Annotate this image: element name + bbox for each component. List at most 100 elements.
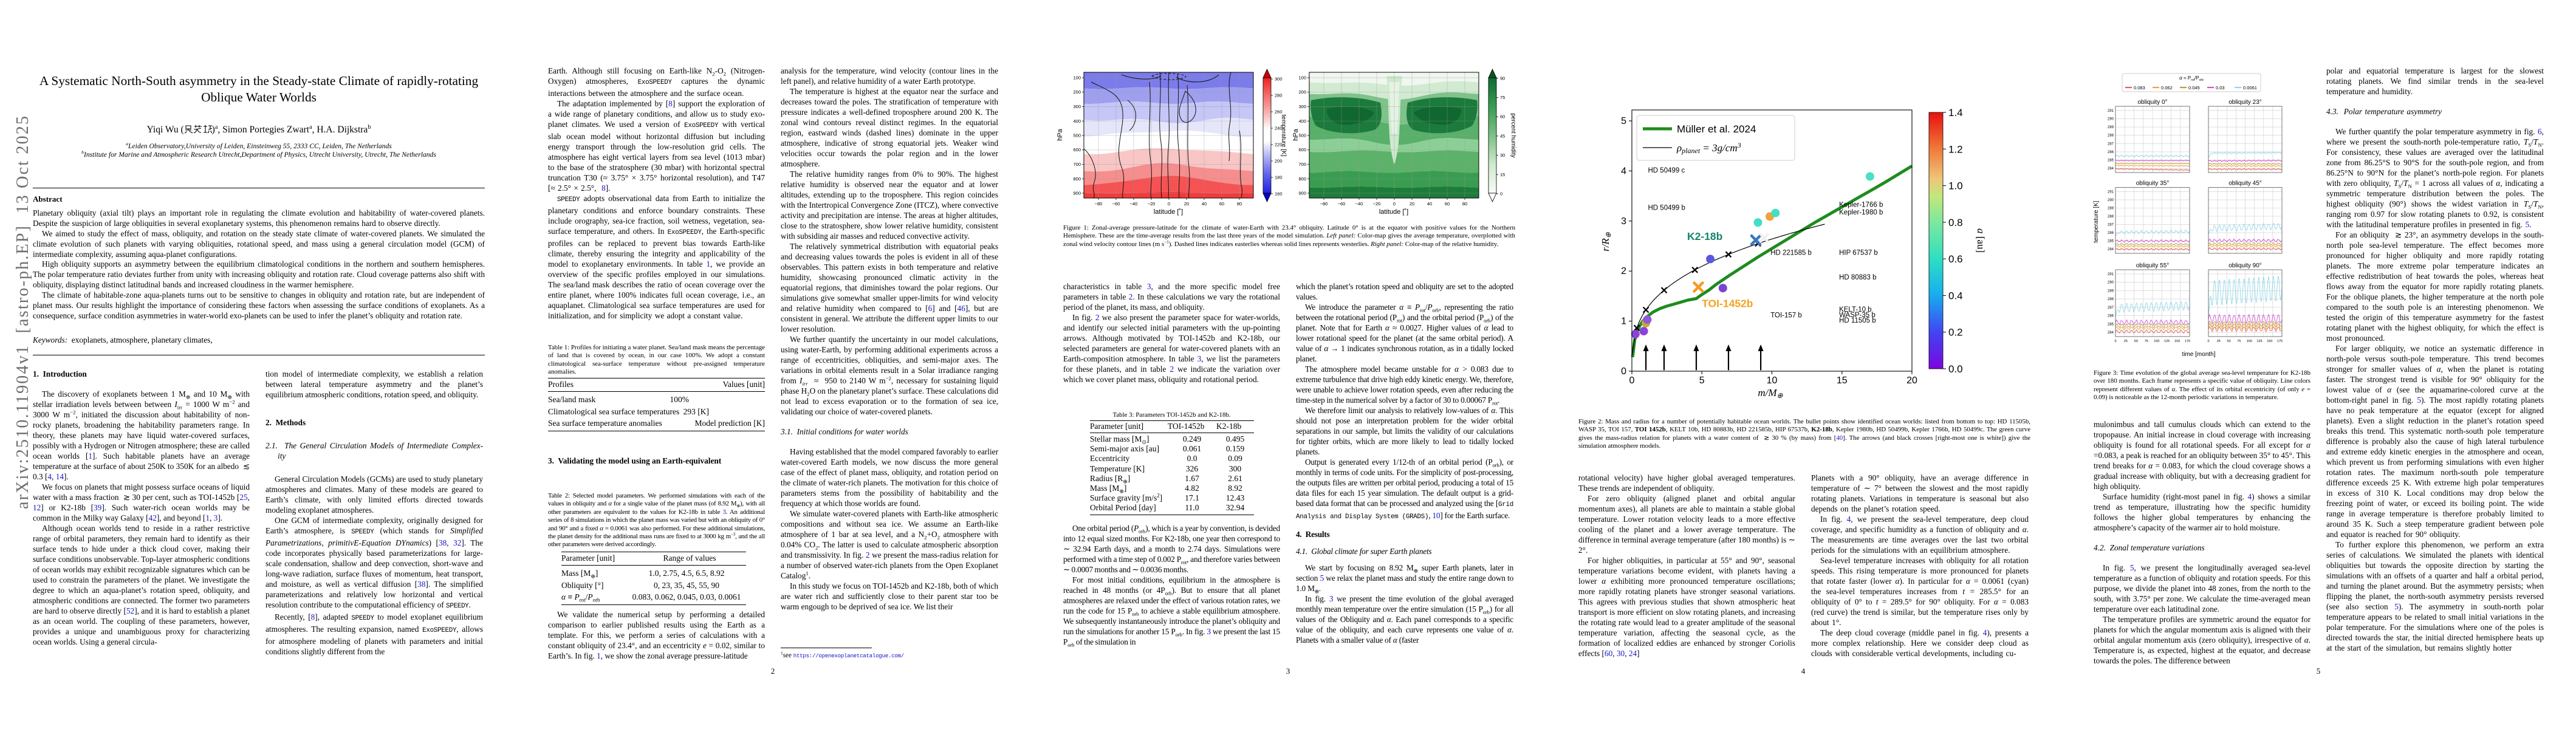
svg-text:40: 40: [1427, 201, 1432, 207]
svg-text:286: 286: [2108, 231, 2114, 235]
svg-text:obliquity 55°: obliquity 55°: [2136, 262, 2170, 269]
svg-text:288: 288: [2108, 134, 2114, 138]
svg-text:HD 221585 b: HD 221585 b: [1770, 250, 1812, 257]
svg-text:289: 289: [2108, 289, 2114, 293]
svg-text:285: 285: [2108, 240, 2114, 244]
svg-text:obliquity 35°: obliquity 35°: [2136, 180, 2170, 187]
svg-text:1.4: 1.4: [1948, 107, 1963, 118]
svg-text:0.062: 0.062: [2161, 85, 2173, 91]
svg-text:260: 260: [1275, 109, 1283, 115]
svg-text:obliquity 23°: obliquity 23°: [2228, 99, 2262, 106]
svg-text:285: 285: [2108, 323, 2114, 326]
svg-text:HD 50499 b: HD 50499 b: [1648, 205, 1685, 212]
svg-text:280: 280: [1275, 93, 1283, 98]
svg-text:WASP-35 b: WASP-35 b: [1839, 312, 1875, 319]
svg-text:900: 900: [1298, 191, 1306, 196]
svg-text:0: 0: [1168, 201, 1170, 207]
svg-text:20: 20: [1906, 375, 1917, 386]
svg-text:200: 200: [1298, 89, 1306, 95]
svg-text:175: 175: [2277, 340, 2283, 343]
svg-text:−20: −20: [1148, 201, 1156, 207]
svg-text:500: 500: [1298, 133, 1306, 139]
svg-text:288: 288: [2108, 215, 2114, 219]
svg-text:160: 160: [1275, 191, 1283, 197]
svg-text:Kepler-1766 b: Kepler-1766 b: [1839, 202, 1883, 209]
svg-text:284: 284: [2108, 331, 2114, 335]
svg-text:5: 5: [1699, 375, 1705, 386]
svg-text:obliquity 45°: obliquity 45°: [2228, 180, 2262, 187]
svg-text:Kepler-1980 b: Kepler-1980 b: [1839, 209, 1883, 216]
svg-text:400: 400: [1073, 118, 1081, 124]
svg-text:r/R⊕: r/R⊕: [1600, 231, 1612, 252]
svg-text:4: 4: [1621, 166, 1626, 176]
svg-text:290: 290: [2108, 199, 2114, 202]
svg-text:200: 200: [1073, 89, 1081, 95]
svg-text:284: 284: [2108, 248, 2114, 252]
svg-text:300: 300: [1275, 77, 1283, 82]
svg-text:5: 5: [1621, 116, 1626, 126]
svg-text:50: 50: [2227, 340, 2231, 343]
svg-text:80: 80: [1462, 201, 1467, 207]
svg-text:286: 286: [2108, 151, 2114, 154]
svg-text:a [au]: a [au]: [1975, 228, 1987, 253]
svg-text:−80: −80: [1320, 201, 1328, 207]
svg-text:291: 291: [2108, 190, 2114, 194]
svg-text:45: 45: [1500, 133, 1505, 139]
svg-text:0: 0: [1621, 366, 1626, 377]
svg-text:−40: −40: [1355, 201, 1363, 207]
svg-text:90: 90: [1500, 75, 1505, 81]
svg-text:1: 1: [1621, 317, 1626, 327]
svg-text:75: 75: [2237, 340, 2241, 343]
svg-text:10: 10: [1767, 375, 1778, 386]
svg-text:50: 50: [2134, 340, 2138, 343]
svg-text:289: 289: [2108, 126, 2114, 129]
svg-text:75: 75: [2145, 340, 2148, 343]
svg-text:−80: −80: [1095, 201, 1103, 207]
svg-text:600: 600: [1073, 147, 1081, 152]
svg-text:0.0061: 0.0061: [2243, 85, 2257, 91]
svg-text:300: 300: [1298, 104, 1306, 109]
svg-text:2: 2: [1621, 266, 1626, 276]
svg-text:KELT-10 b: KELT-10 b: [1839, 306, 1872, 313]
svg-text:−60: −60: [1112, 201, 1120, 207]
svg-text:80: 80: [1237, 201, 1242, 207]
svg-text:75: 75: [1500, 95, 1505, 100]
svg-text:1.0: 1.0: [1948, 180, 1963, 192]
svg-text:m/M⊕: m/M⊕: [1758, 387, 1783, 400]
svg-text:20: 20: [1184, 201, 1189, 207]
svg-text:0.6: 0.6: [1948, 253, 1963, 265]
svg-text:−40: −40: [1130, 201, 1138, 207]
svg-text:60: 60: [1445, 201, 1450, 207]
svg-text:hPa: hPa: [1057, 128, 1064, 140]
svg-text:0.2: 0.2: [1948, 327, 1963, 338]
svg-text:125: 125: [2256, 340, 2262, 343]
svg-text:0: 0: [2114, 340, 2116, 343]
svg-text:0.045: 0.045: [2188, 85, 2200, 91]
svg-text:150: 150: [2267, 340, 2272, 343]
svg-text:100: 100: [2247, 340, 2252, 343]
svg-text:time [month]: time [month]: [2182, 351, 2215, 358]
svg-text:288: 288: [2108, 298, 2114, 301]
svg-text:291: 291: [2108, 273, 2114, 276]
svg-text:15: 15: [1837, 375, 1848, 386]
svg-text:HD 11505 b: HD 11505 b: [1839, 317, 1876, 324]
svg-text:100: 100: [1298, 75, 1306, 81]
svg-text:100: 100: [1073, 75, 1081, 81]
svg-text:180: 180: [1275, 175, 1283, 180]
svg-text:700: 700: [1073, 162, 1081, 167]
svg-text:HIP 67537 b: HIP 67537 b: [1839, 250, 1878, 257]
svg-text:0: 0: [1393, 201, 1396, 207]
svg-text:0: 0: [2207, 340, 2209, 343]
svg-text:700: 700: [1298, 162, 1306, 167]
svg-text:290: 290: [2108, 117, 2114, 121]
svg-text:K2-18b: K2-18b: [1687, 230, 1722, 242]
svg-text:Müller et al. 2024: Müller et al. 2024: [1677, 123, 1756, 135]
svg-text:obliquity 90°: obliquity 90°: [2228, 262, 2262, 269]
svg-text:1.2: 1.2: [1948, 143, 1963, 155]
svg-text:100: 100: [2154, 340, 2159, 343]
svg-text:60: 60: [1500, 114, 1505, 120]
svg-text:289: 289: [2108, 207, 2114, 211]
svg-text:290: 290: [2108, 281, 2114, 285]
svg-text:0.03: 0.03: [2216, 85, 2225, 91]
svg-text:hPa: hPa: [1292, 128, 1300, 140]
